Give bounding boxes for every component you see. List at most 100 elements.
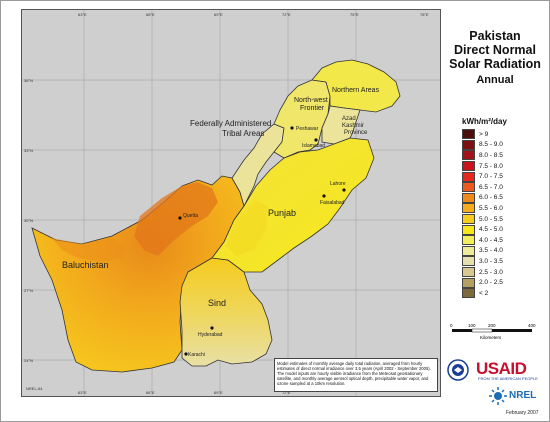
legend-label: 4.5 - 5.0 (479, 226, 503, 234)
region-label-azad-kashmir: Kashmir (342, 123, 364, 129)
scale-tick: 0 (450, 323, 453, 328)
legend-label: 8.0 - 8.5 (479, 151, 503, 159)
lat-label: 33°N (24, 148, 33, 153)
title-line: Pakistan (469, 29, 521, 43)
usaid-seal-icon (447, 359, 469, 381)
lat-label: 36°N (24, 78, 33, 83)
radiation-medium-zone (226, 200, 268, 256)
region-label-fata: Tribal Areas (222, 129, 264, 138)
longitude-labels: 63°E 66°E 69°E 72°E 75°E 78°E 63°E 66°E … (78, 12, 429, 395)
lon-label: 66°E (146, 12, 155, 17)
legend-swatch (462, 256, 475, 267)
legend-item: 4.5 - 5.0 (462, 224, 544, 235)
scale-tick: 200 (488, 323, 496, 328)
pakistan-map: 63°E 66°E 69°E 72°E 75°E 78°E 63°E 66°E … (22, 10, 440, 396)
legend-item: 7.0 - 7.5 (462, 171, 544, 182)
nrel-sun-icon (489, 387, 507, 405)
lon-label: 66°E (146, 390, 155, 395)
lon-label: 75°E (350, 12, 359, 17)
region-sind (179, 257, 273, 367)
legend-label: 6.5 - 7.0 (479, 183, 503, 191)
map-title: Pakistan Direct Normal Solar Radiation A… (443, 29, 547, 87)
region-label-nwfp: Frontier (300, 105, 325, 112)
nrel-wordmark: NREL (509, 390, 537, 401)
legend: kWh/m²/day > 9 8.5 - 9.0 8.0 - 8.5 7.5 - 8.… (462, 117, 544, 299)
lon-label: 72°E (282, 390, 291, 395)
usaid-tagline: FROM THE AMERICAN PEOPLE (478, 376, 538, 381)
lon-label: 78°E (420, 12, 429, 17)
legend-swatch (462, 182, 475, 193)
city-marker-islamabad (314, 138, 318, 142)
lon-label: 63°E (78, 390, 87, 395)
city-marker-karachi (184, 352, 188, 356)
city-marker-quetta (178, 216, 182, 220)
legend-swatch (462, 235, 475, 246)
city-marker-peshawar (290, 126, 294, 130)
city-label-quetta: Quetta (183, 213, 198, 219)
legend-swatch (462, 245, 475, 256)
legend-item: 5.0 - 5.5 (462, 214, 544, 225)
legend-swatch (462, 267, 475, 278)
legend-label: 7.5 - 8.0 (479, 162, 503, 170)
lat-label: 30°N (24, 218, 33, 223)
region-label-azad-kashmir: Province (344, 130, 368, 136)
legend-swatch (462, 139, 475, 150)
region-azad-kashmir (321, 105, 361, 145)
city-marker-faisalabad (322, 194, 326, 198)
legend-swatch (462, 203, 475, 214)
city-label-islamabad: Islamabad (302, 143, 325, 149)
city-label-faisalabad: Faisalabad (320, 200, 345, 206)
legend-swatch (462, 150, 475, 161)
map-date: February 2007 (506, 410, 539, 416)
legend-swatch (462, 171, 475, 182)
lon-label: 63°E (78, 12, 87, 17)
scale-segment (471, 328, 493, 333)
scale-segment (492, 329, 532, 332)
lat-label: 27°N (24, 288, 33, 293)
legend-item: > 9 (462, 129, 544, 140)
legend-swatch (462, 288, 475, 299)
legend-unit: kWh/m²/day (462, 117, 507, 126)
legend-label: 2.5 - 3.0 (479, 268, 503, 276)
scale-bar: 0 100 200 400 Kilometers (450, 323, 536, 340)
legend-swatch (462, 224, 475, 235)
methodology-note: Model estimates of monthly average daily… (274, 358, 438, 392)
legend-item: < 2 (462, 288, 544, 299)
legend-label: 2.0 - 2.5 (479, 279, 503, 287)
legend-item: 3.5 - 4.0 (462, 245, 544, 257)
scale-unit: Kilometers (480, 335, 502, 340)
region-label-nwfp: North-west (294, 97, 328, 104)
city-label-hyderabad: Hyderabad (198, 332, 223, 338)
map-panel: 63°E 66°E 69°E 72°E 75°E 78°E 63°E 66°E … (21, 9, 441, 397)
legend-label: < 2 (479, 289, 489, 297)
legend-item: 5.5 - 6.0 (462, 203, 544, 214)
region-label-azad-kashmir: Azad (342, 116, 356, 122)
legend-label: 6.0 - 6.5 (479, 194, 503, 202)
scale-tick: 400 (528, 323, 536, 328)
scale-segment (452, 329, 472, 332)
radiation-high-zone (134, 182, 218, 256)
legend-label: 3.0 - 3.5 (479, 257, 503, 265)
legend-item: 6.0 - 6.5 (462, 192, 544, 204)
legend-swatch (462, 161, 475, 172)
legend-item: 8.5 - 9.0 (462, 139, 544, 151)
city-label-lahore: Lahore (330, 181, 346, 187)
legend-item: 7.5 - 8.0 (462, 161, 544, 172)
legend-item: 2.5 - 3.0 (462, 267, 544, 278)
map-credit: NREL-64 (26, 386, 43, 391)
legend-swatch (462, 277, 475, 288)
title-line: Direct Normal (454, 43, 536, 57)
cities: Peshawar Islamabad Lahore Faisalabad Que… (178, 126, 346, 358)
city-label-peshawar: Peshawar (296, 126, 319, 132)
legend-item: 4.0 - 4.5 (462, 235, 544, 246)
map-subtitle: Annual (476, 74, 514, 86)
nrel-logo: NREL (489, 387, 549, 407)
region-label-sind: Sind (208, 298, 226, 308)
region-label-balochistan: Baluchistan (62, 260, 109, 270)
region-northern-areas (311, 59, 401, 113)
legend-label: 4.0 - 4.5 (479, 236, 503, 244)
scale-tick: 100 (468, 323, 476, 328)
lat-label: 24°N (24, 358, 33, 363)
city-marker-lahore (342, 188, 346, 192)
